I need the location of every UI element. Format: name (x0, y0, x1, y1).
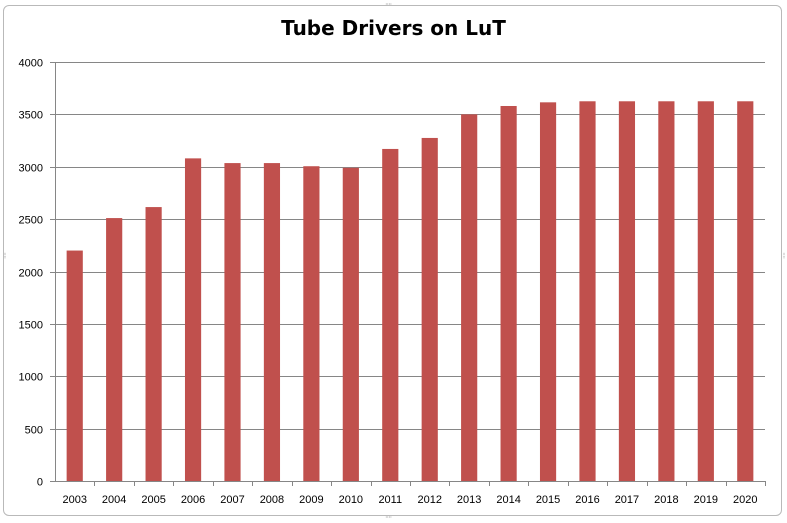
x-tick-label: 2003 (62, 494, 86, 506)
x-tick-label: 2015 (536, 494, 560, 506)
x-tick-label: 2009 (299, 494, 323, 506)
bar (500, 105, 517, 482)
bar (618, 101, 636, 481)
x-tick-label: 2011 (378, 494, 402, 506)
bar (224, 163, 241, 482)
x-tick-label: 2008 (260, 494, 284, 506)
resize-handle-left[interactable]: ···· (0, 252, 9, 259)
y-tick-label: 4000 (19, 58, 43, 70)
bar (263, 163, 281, 482)
x-tick-label: 2020 (733, 494, 757, 506)
y-tick-label: 3500 (19, 110, 43, 122)
y-tick-label: 2000 (19, 268, 43, 280)
bar (106, 218, 123, 481)
y-tick-label: 500 (25, 425, 43, 437)
x-tick-label: 2006 (181, 494, 205, 506)
bar (737, 101, 754, 481)
bar (579, 101, 596, 481)
y-tick-label: 1000 (19, 372, 43, 384)
x-tick-label: 2004 (102, 494, 126, 506)
x-tick-label: 2010 (339, 494, 363, 506)
y-tick-label: 1500 (19, 320, 43, 332)
bar (421, 137, 438, 481)
bar (145, 207, 162, 482)
y-tick-label: 2500 (19, 215, 43, 227)
x-tick-label: 2014 (496, 494, 520, 506)
bar (461, 114, 478, 481)
resize-handle-bottom[interactable]: ···· (385, 513, 392, 522)
resize-handle-right[interactable]: ···· (779, 252, 787, 259)
x-tick-label: 2005 (141, 494, 165, 506)
x-tick-label: 2013 (457, 494, 481, 506)
bar (303, 166, 320, 481)
y-tick-label: 3000 (19, 163, 43, 175)
x-tick-label: 2007 (220, 494, 244, 506)
resize-handle-top[interactable]: ···· (385, 0, 392, 9)
x-tick-label: 2017 (615, 494, 639, 506)
bar (66, 250, 83, 481)
x-tick-label: 2018 (654, 494, 678, 506)
bar (184, 158, 202, 481)
bar (658, 101, 675, 481)
bar (342, 167, 359, 482)
bar (697, 101, 714, 481)
y-tick-label: 0 (37, 477, 43, 489)
chart-title: Tube Drivers on LuT (281, 16, 506, 40)
bar (382, 148, 399, 481)
x-tick-label: 2019 (694, 494, 718, 506)
x-tick-label: 2012 (417, 494, 441, 506)
x-tick-label: 2016 (575, 494, 599, 506)
bar (539, 102, 557, 482)
